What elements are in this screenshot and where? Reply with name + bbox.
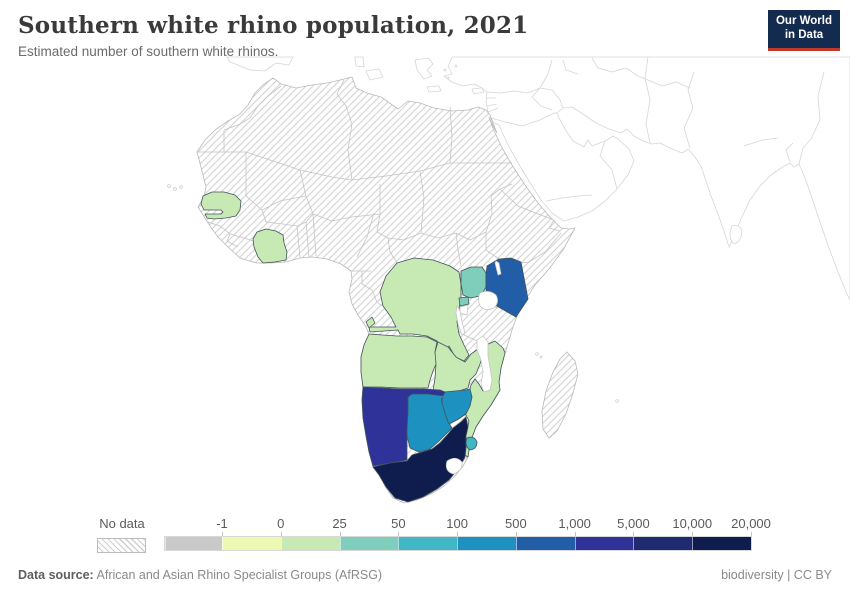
- landmass-eurasia: [443, 56, 850, 301]
- country-malawi-nodata: [476, 335, 493, 393]
- island-comoros-2: [539, 355, 543, 359]
- legend-bin-6[interactable]: [574, 537, 634, 550]
- data-source-text: African and Asian Rhino Specialist Group…: [96, 568, 383, 582]
- legend-bin-3[interactable]: [398, 537, 458, 550]
- legend-no-data-label: No data: [99, 516, 145, 531]
- country-eswatini[interactable]: [465, 436, 478, 451]
- legend-no-data[interactable]: No data: [97, 516, 147, 553]
- landmass-iberia: [226, 56, 294, 72]
- legend-tick-label: 5,000: [617, 516, 650, 531]
- landmass-greece: [414, 57, 434, 80]
- country-namibia[interactable]: [361, 386, 446, 467]
- legend-tick-mark: [515, 532, 517, 537]
- country-burundi-nodata: [459, 304, 469, 316]
- lake-turkana: [494, 260, 502, 276]
- island-sri-lanka: [729, 224, 743, 245]
- legend-tick-label: 20,000: [731, 516, 771, 531]
- country-angola[interactable]: [360, 333, 438, 389]
- legend-tick-mark: [222, 532, 223, 537]
- legend-bin-7[interactable]: [633, 537, 693, 550]
- country-cote-divoire[interactable]: [252, 228, 288, 264]
- legend-tick-mark: [457, 532, 459, 537]
- footer: biodiversity | CC BY Data source: Africa…: [18, 568, 832, 582]
- owid-logo-line1: Our World: [775, 15, 832, 27]
- island-sicily: [365, 68, 384, 81]
- country-zambia[interactable]: [432, 341, 485, 394]
- legend-tick-label: 50: [391, 516, 406, 531]
- owid-logo-line2: in Data: [784, 29, 824, 41]
- aegean-island-dots: [443, 64, 458, 80]
- lake-tanganyika: [455, 304, 466, 336]
- island-canary-1: [167, 184, 171, 188]
- license-text[interactable]: biodiversity | CC BY: [721, 568, 832, 582]
- island-crete: [426, 85, 442, 93]
- island-canary-3: [179, 185, 183, 189]
- legend-bin-below-range[interactable]: [165, 537, 222, 550]
- non-focus-landmass: [226, 56, 850, 301]
- legend-tick-label: 500: [505, 516, 527, 531]
- legend-bin-8[interactable]: [692, 537, 751, 550]
- legend-tick-label: 10,000: [672, 516, 713, 531]
- legend-tick-mark: [339, 532, 341, 537]
- legend-ticks: [165, 532, 752, 537]
- legend-bin-2[interactable]: [339, 537, 399, 550]
- legend-tick-label: 1,000: [558, 516, 591, 531]
- country-angola-cabinda[interactable]: [365, 316, 376, 329]
- legend-bin-4[interactable]: [457, 537, 516, 550]
- legend-tick-mark: [280, 532, 282, 537]
- island-seychelles: [615, 399, 619, 403]
- data-countries: [200, 191, 529, 503]
- no-data-country-borders: [197, 79, 562, 353]
- lake-victoria: [478, 291, 498, 310]
- owid-logo[interactable]: Our World in Data: [768, 10, 840, 51]
- legend-bin-0[interactable]: [222, 537, 281, 550]
- legend-tick-mark: [574, 532, 576, 537]
- legend-tick-label: -1: [216, 516, 228, 531]
- island-canary-2: [173, 187, 177, 191]
- country-drc[interactable]: [368, 257, 470, 362]
- legend-labels: -1 0 25 50 100 500 1,000 5,000 10,000 20,000: [165, 516, 771, 531]
- island-comoros-1: [535, 352, 539, 356]
- legend-tick-label: 0: [277, 516, 285, 531]
- data-source-label: Data source:: [18, 568, 94, 582]
- legend-tick-label: 100: [446, 516, 468, 531]
- legend-tick-mark: [398, 532, 400, 537]
- country-south-africa[interactable]: [372, 416, 469, 503]
- legend-bar: [164, 536, 752, 551]
- country-lesotho-nodata: [445, 457, 463, 475]
- island-cyprus: [471, 87, 485, 95]
- small-islands: [167, 184, 619, 403]
- asia-internal-borders: [486, 56, 825, 202]
- island-sardinia: [354, 56, 365, 68]
- legend-tick-mark: [692, 532, 694, 537]
- country-senegal[interactable]: [200, 191, 242, 220]
- legend-bin-5[interactable]: [515, 537, 575, 550]
- legend-no-data-swatch[interactable]: [97, 538, 146, 553]
- legend-tick-mark: [751, 532, 752, 537]
- page-title: Southern white rhino population, 2021: [18, 12, 529, 39]
- page-subtitle: Estimated number of southern white rhino…: [18, 44, 279, 59]
- lakes-and-white-areas: [445, 260, 502, 475]
- legend: -1 0 25 50 100 500 1,000 5,000 10,000 20,000: [164, 516, 771, 552]
- island-madagascar: [541, 351, 579, 439]
- country-rwanda[interactable]: [458, 296, 470, 307]
- legend-bin-1[interactable]: [280, 537, 340, 550]
- legend-tick-label: 25: [332, 516, 347, 531]
- legend-tick-mark: [633, 532, 635, 537]
